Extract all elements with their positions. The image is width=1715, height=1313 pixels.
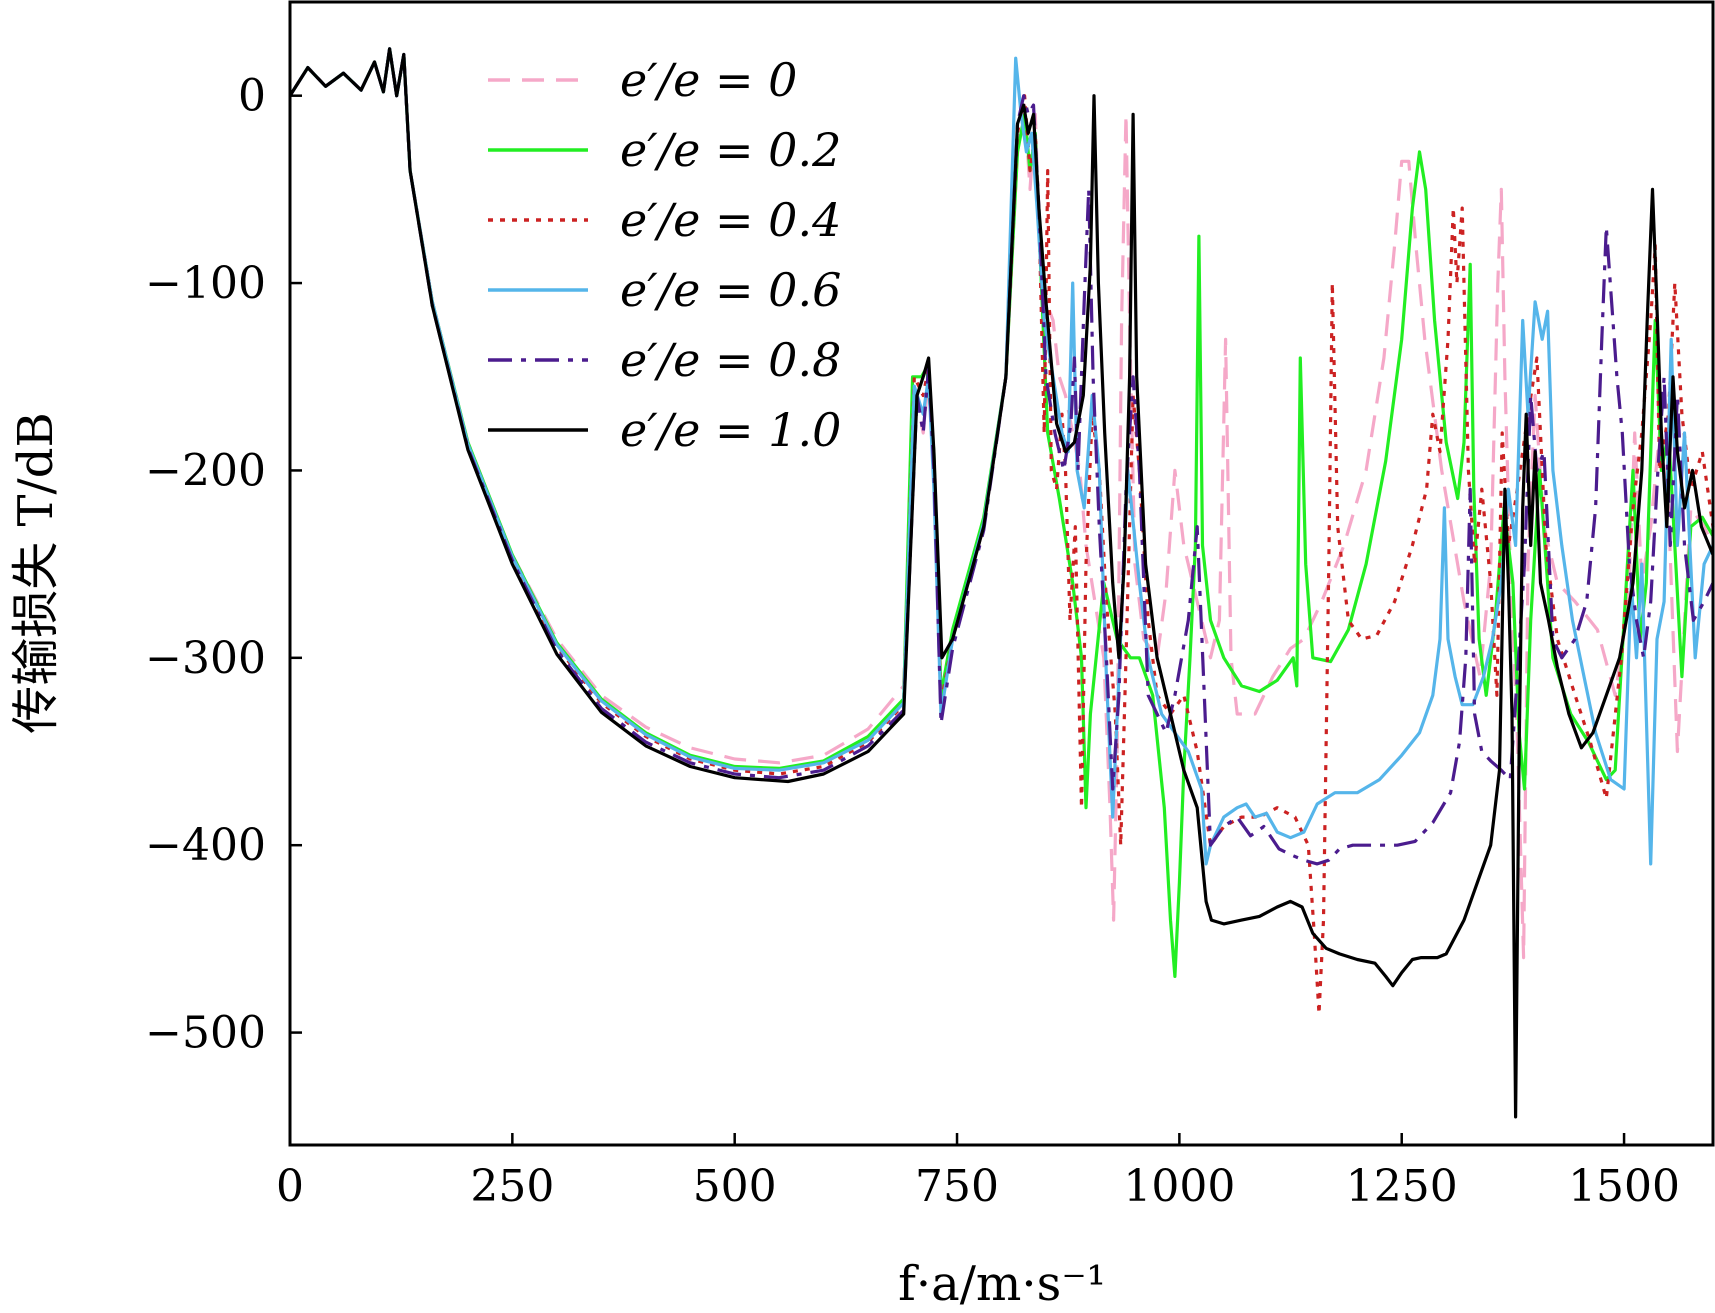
x-tick-label-3: 750 xyxy=(915,1161,999,1212)
y-tick-label-5: −500 xyxy=(145,1008,266,1059)
x-tick-label-6: 1500 xyxy=(1568,1161,1680,1212)
plot-frame xyxy=(288,0,1715,1147)
series-line-5 xyxy=(290,47,1715,1119)
legend-label-3: e′/e = 0.6 xyxy=(620,263,841,317)
series-line-0 xyxy=(290,47,1715,960)
series-layer xyxy=(290,47,1715,1119)
legend-label-2: e′/e = 0.4 xyxy=(620,193,841,247)
legend-label-0: e′/e = 0 xyxy=(620,53,797,107)
legend-label-1: e′/e = 0.2 xyxy=(620,123,841,177)
y-tick-label-2: −200 xyxy=(145,445,266,496)
y-tick-label-4: −400 xyxy=(145,820,266,871)
x-tick-label-0: 0 xyxy=(276,1161,304,1212)
x-tick-label-1: 250 xyxy=(470,1161,554,1212)
series-line-4 xyxy=(290,47,1715,866)
legend-label-5: e′/e = 1.0 xyxy=(620,403,841,457)
legend-label-4: e′/e = 0.8 xyxy=(620,333,841,387)
x-tick-label-5: 1250 xyxy=(1346,1161,1458,1212)
y-axis-label: 传输损失 T/dB xyxy=(8,412,64,733)
legend: e′/e = 0 e′/e = 0.2 e′/e = 0.4 e′/e = 0.6 e′… xyxy=(488,53,841,457)
y-tick-label-0: 0 xyxy=(238,71,266,122)
series-line-3 xyxy=(290,47,1715,866)
series-line-1 xyxy=(290,47,1715,978)
tick-layer: 0 250 500 750 1000 1250 1500 0 −100 −200 −300 −400 −… xyxy=(145,71,1680,1212)
x-tick-label-2: 500 xyxy=(693,1161,777,1212)
x-axis-label: f·a/m·s⁻¹ xyxy=(898,1256,1106,1312)
x-tick-label-4: 1000 xyxy=(1123,1161,1235,1212)
y-tick-label-3: −300 xyxy=(145,633,266,684)
y-tick-label-1: −100 xyxy=(145,258,266,309)
